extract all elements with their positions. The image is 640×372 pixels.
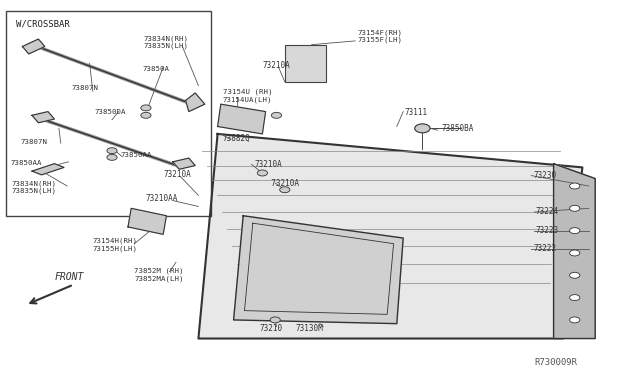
Circle shape [570, 250, 580, 256]
Text: 73210A: 73210A [262, 179, 300, 187]
Text: 73807N: 73807N [20, 139, 47, 145]
Text: 73154U (RH)
73154UA(LH): 73154U (RH) 73154UA(LH) [223, 89, 272, 103]
Text: 73154F(RH)
73155F(LH): 73154F(RH) 73155F(LH) [357, 29, 402, 44]
Text: 73850A: 73850A [142, 66, 169, 72]
Polygon shape [173, 158, 195, 169]
Text: 73850AA: 73850AA [120, 153, 152, 158]
Text: 73834N(RH)
73835N(LH): 73834N(RH) 73835N(LH) [12, 180, 56, 194]
Circle shape [570, 183, 580, 189]
Text: 73210A: 73210A [255, 160, 282, 169]
Circle shape [415, 124, 430, 133]
Circle shape [271, 112, 282, 118]
Text: W/CROSSBAR: W/CROSSBAR [16, 20, 70, 29]
Text: 73852M (RH)
73852MA(LH): 73852M (RH) 73852MA(LH) [134, 267, 184, 282]
Text: 73111: 73111 [404, 108, 428, 117]
Polygon shape [186, 93, 205, 112]
Polygon shape [554, 164, 595, 339]
Text: 73210A: 73210A [163, 170, 191, 179]
Polygon shape [198, 134, 582, 339]
Circle shape [141, 105, 151, 111]
Text: 73154H(RH)
73155H(LH): 73154H(RH) 73155H(LH) [93, 238, 138, 252]
Polygon shape [128, 208, 166, 234]
Circle shape [570, 317, 580, 323]
Circle shape [141, 112, 151, 118]
Circle shape [107, 154, 117, 160]
Text: 73882Q: 73882Q [223, 134, 250, 143]
Text: 73210AA: 73210AA [146, 194, 179, 203]
Text: 73834N(RH)
73835N(LH): 73834N(RH) 73835N(LH) [144, 35, 189, 49]
Polygon shape [32, 112, 54, 123]
Polygon shape [32, 164, 64, 175]
Bar [6, 11, 211, 216]
Text: 73224: 73224 [535, 207, 558, 216]
Bar [285, 45, 326, 82]
Circle shape [570, 272, 580, 278]
Text: 73230: 73230 [534, 171, 557, 180]
Text: 73210A: 73210A [262, 61, 290, 70]
Text: 73850DA: 73850DA [95, 109, 126, 115]
Circle shape [570, 228, 580, 234]
Text: R730009R: R730009R [534, 358, 577, 367]
Text: 73223: 73223 [535, 226, 558, 235]
Circle shape [280, 187, 290, 193]
Text: 73222: 73222 [534, 244, 557, 253]
Circle shape [270, 317, 280, 323]
Text: 73850AA: 73850AA [11, 160, 42, 166]
Polygon shape [234, 216, 403, 324]
Text: 73850BA: 73850BA [442, 124, 474, 133]
Circle shape [570, 295, 580, 301]
Circle shape [570, 205, 580, 211]
Text: 73130M: 73130M [296, 324, 323, 333]
Text: FRONT: FRONT [54, 272, 84, 282]
Circle shape [107, 148, 117, 154]
Polygon shape [218, 104, 266, 134]
Text: 73807N: 73807N [72, 85, 99, 91]
Circle shape [257, 170, 268, 176]
Text: 73210: 73210 [259, 324, 282, 333]
Polygon shape [22, 39, 45, 54]
